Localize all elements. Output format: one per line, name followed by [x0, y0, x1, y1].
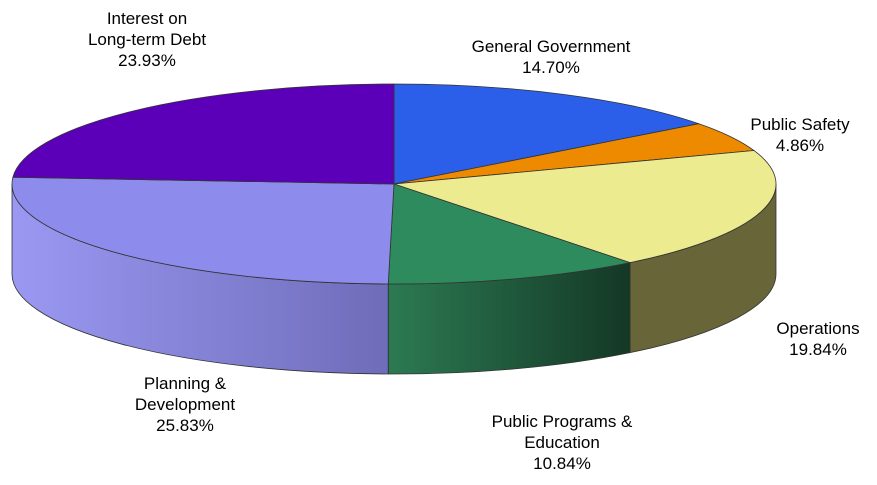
- slice-label-interest-on-long-term-debt: Interest on Long-term Debt 23.93%: [88, 9, 206, 70]
- slice-percent-label: 19.84%: [789, 340, 847, 359]
- slice-name-label: Long-term Debt: [88, 30, 206, 49]
- slice-percent-label: 10.84%: [533, 454, 591, 473]
- slice-name-label: Planning &: [144, 374, 227, 393]
- pie-slice-general-government: [393, 83, 701, 185]
- slice-percent-label: 23.93%: [118, 51, 176, 70]
- slice-percent-label: 14.70%: [522, 58, 580, 77]
- pie-sides: [11, 183, 777, 375]
- pie-slice-planning-and-development: [11, 176, 395, 285]
- slice-name-label: Public Programs &: [492, 412, 633, 431]
- pie-top-faces: [11, 83, 777, 285]
- slice-name-label: Interest on: [107, 9, 187, 28]
- pie-slice-public-programs-and-education: [387, 183, 632, 285]
- slice-label-general-government: General Government 14.70%: [472, 37, 631, 77]
- slice-name-label: General Government: [472, 37, 631, 56]
- slice-percent-label: 4.86%: [776, 136, 824, 155]
- pie-slice-interest-on-long-term-debt: [12, 83, 395, 185]
- slice-percent-label: 25.83%: [156, 416, 214, 435]
- slice-name-label: Development: [135, 395, 235, 414]
- slice-label-operations: Operations 19.84%: [776, 319, 859, 359]
- slice-name-label: Education: [524, 433, 600, 452]
- pie-labels: General Government 14.70% Public Safety 4.8…: [88, 9, 860, 473]
- pie-slice-operations: [393, 150, 777, 264]
- slice-name-label: Operations: [776, 319, 859, 338]
- slice-label-public-safety: Public Safety 4.86%: [750, 115, 850, 155]
- slice-label-planning-and-development: Planning & Development 25.83%: [135, 374, 235, 435]
- slice-label-public-programs-and-education: Public Programs & Education 10.84%: [492, 412, 633, 473]
- slice-name-label: Public Safety: [750, 115, 850, 134]
